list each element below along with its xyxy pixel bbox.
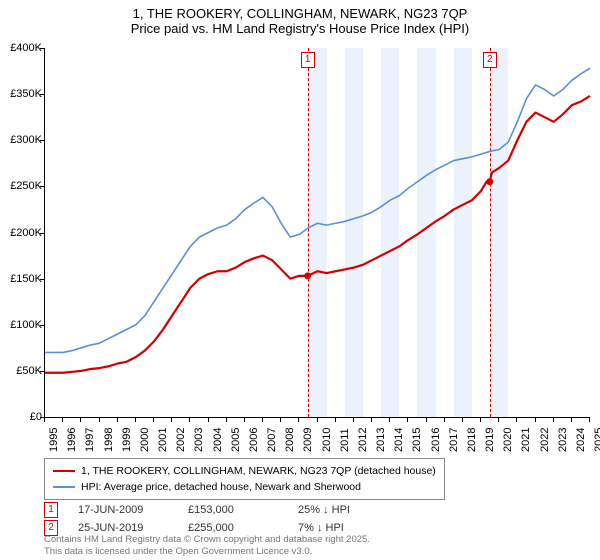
y-axis-label: £100K <box>2 319 42 331</box>
x-axis-label: 2007 <box>266 428 278 452</box>
chart-container: { "title": { "line1": "1, THE ROOKERY, C… <box>0 0 600 560</box>
x-axis-label: 2009 <box>302 428 314 452</box>
x-axis-label: 2023 <box>557 428 569 452</box>
legend-swatch <box>53 486 75 488</box>
y-axis-label: £200K <box>2 227 42 239</box>
x-axis-label: 2011 <box>339 428 351 452</box>
event-marker-badge: 1 <box>301 52 315 68</box>
y-axis-label: £300K <box>2 134 42 146</box>
attribution-footer: Contains HM Land Registry data © Crown c… <box>44 534 370 558</box>
x-axis-label: 2013 <box>375 428 387 452</box>
x-axis-label: 2020 <box>502 428 514 452</box>
legend-label: 1, THE ROOKERY, COLLINGHAM, NEWARK, NG23… <box>81 463 436 479</box>
legend-item: HPI: Average price, detached house, Newa… <box>53 479 436 495</box>
event-date: 17-JUN-2009 <box>78 504 168 516</box>
plot-area <box>44 48 590 418</box>
event-delta: 7% ↓ HPI <box>298 522 388 534</box>
event-price: £255,000 <box>188 522 278 534</box>
event-delta: 25% ↓ HPI <box>298 504 388 516</box>
event-marker-dot <box>304 272 311 279</box>
footer-line: This data is licensed under the Open Gov… <box>44 546 370 558</box>
x-axis-label: 2024 <box>575 428 587 452</box>
x-axis-label: 2001 <box>157 428 169 452</box>
x-axis-label: 2012 <box>357 428 369 452</box>
sale-event-row: 1 17-JUN-2009 £153,000 25% ↓ HPI <box>44 502 388 518</box>
x-axis-label: 2025 <box>593 428 600 452</box>
event-date: 25-JUN-2019 <box>78 522 168 534</box>
y-axis-label: £150K <box>2 273 42 285</box>
x-axis-label: 2019 <box>484 428 496 452</box>
x-axis-label: 1999 <box>121 428 133 452</box>
x-axis-label: 2000 <box>139 428 151 452</box>
x-axis-label: 1995 <box>48 428 60 452</box>
y-axis-label: £250K <box>2 180 42 192</box>
x-axis-label: 1997 <box>84 428 96 452</box>
event-marker-dot <box>486 178 493 185</box>
x-axis-label: 2021 <box>520 428 532 452</box>
x-axis-label: 2002 <box>175 428 187 452</box>
chart-title: 1, THE ROOKERY, COLLINGHAM, NEWARK, NG23… <box>0 0 600 38</box>
y-axis-label: £350K <box>2 88 42 100</box>
y-axis-label: £50K <box>2 365 42 377</box>
legend-swatch <box>53 470 75 472</box>
y-axis-label: £0 <box>2 411 42 423</box>
x-axis-label: 2003 <box>193 428 205 452</box>
x-axis-label: 2016 <box>430 428 442 452</box>
legend: 1, THE ROOKERY, COLLINGHAM, NEWARK, NG23… <box>44 458 445 500</box>
x-axis-label: 2004 <box>212 428 224 452</box>
event-marker-icon: 1 <box>44 502 58 518</box>
x-axis-label: 2015 <box>411 428 423 452</box>
legend-item: 1, THE ROOKERY, COLLINGHAM, NEWARK, NG23… <box>53 463 436 479</box>
x-axis-label: 2008 <box>284 428 296 452</box>
x-axis-label: 2017 <box>448 428 460 452</box>
footer-line: Contains HM Land Registry data © Crown c… <box>44 534 370 546</box>
line-series-price_paid <box>45 96 590 373</box>
line-series-hpi <box>45 68 590 352</box>
event-marker-badge: 2 <box>483 52 497 68</box>
event-price: £153,000 <box>188 504 278 516</box>
x-axis-label: 2010 <box>321 428 333 452</box>
title-line-2: Price paid vs. HM Land Registry's House … <box>10 21 590 36</box>
x-axis-label: 2014 <box>393 428 405 452</box>
x-axis-label: 2018 <box>466 428 478 452</box>
x-axis-label: 1996 <box>66 428 78 452</box>
title-line-1: 1, THE ROOKERY, COLLINGHAM, NEWARK, NG23… <box>10 6 590 21</box>
x-axis-label: 2006 <box>248 428 260 452</box>
x-axis-label: 2005 <box>230 428 242 452</box>
x-axis-label: 1998 <box>103 428 115 452</box>
y-axis-label: £400K <box>2 42 42 54</box>
line-series-svg <box>45 48 590 417</box>
legend-label: HPI: Average price, detached house, Newa… <box>81 479 361 495</box>
x-axis-label: 2022 <box>539 428 551 452</box>
